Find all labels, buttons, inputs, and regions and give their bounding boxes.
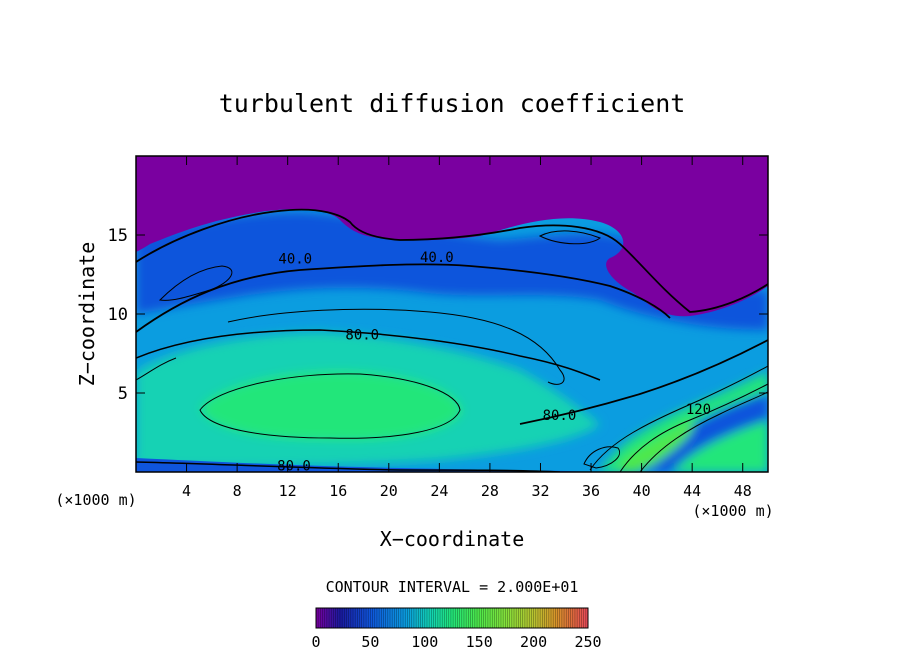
contour-line [589,365,768,471]
contour-interval-text: CONTOUR INTERVAL = 2.000E+01 [326,578,579,596]
y-tick-label: 10 [108,305,128,325]
x-tick-label: 24 [430,482,448,500]
x-tick-label: 12 [279,482,297,500]
contour-label: 80.0 [277,459,311,475]
x-tick-label: 16 [329,482,347,500]
x-axis-label: X−coordinate [380,527,525,551]
x-tick-label: 44 [683,482,701,500]
field-bottom-strip [136,458,600,472]
colorbar-ticks: 0 50 100 150 200 250 [311,633,601,651]
x-tick-label: 48 [734,482,752,500]
y-tick-label: 15 [108,226,128,246]
colorbar-tick-label: 150 [466,633,493,651]
contour-label: 40.0 [420,250,454,266]
contour-lines [136,208,768,472]
contour-line [227,308,565,385]
contour-line [136,208,768,313]
x-tick-label: 32 [531,482,549,500]
contour-line [199,373,461,439]
colorbar-stripes [317,608,587,628]
field-hotspot [620,420,694,472]
contour-label: 80.0 [543,408,577,424]
colorbar-tick-label: 0 [311,633,320,651]
x-axis: 4 8 12 16 20 24 28 32 36 40 44 48 [182,156,752,500]
contour-line [538,230,601,245]
contour-label: 40.0 [278,252,312,268]
field-top-purple [136,156,768,317]
field-bright-green [200,371,462,441]
field-upper-blue-band [136,212,768,330]
contour-line [136,263,671,333]
x-tick-label: 36 [582,482,600,500]
contour-label: 80.0 [345,328,379,344]
contour-line [136,329,601,381]
contour-line [519,339,768,425]
x-tick-label: 28 [481,482,499,500]
colorbar-gradient [315,607,589,629]
colorbar-tick-label: 100 [411,633,438,651]
x-tick-label: 4 [182,482,191,500]
x-unit-right: (×1000 m) [692,502,773,520]
contour-label: 120 [686,402,711,418]
contour-line [136,461,561,472]
y-tick-label: 5 [118,384,128,404]
x-tick-label: 20 [380,482,398,500]
x-tick-label: 40 [633,482,651,500]
contour-line [619,383,768,472]
colorbar: 0 50 100 150 200 250 [311,607,602,651]
y-axis: 5 10 15 [108,226,768,404]
colorbar-tick-label: 250 [574,633,601,651]
contour-line [583,446,620,469]
contour-labels: 40.0 40.0 80.0 80.0 80.0 120 [277,250,711,475]
colorbar-tick-label: 50 [361,633,379,651]
colorbar-tick-label: 200 [520,633,547,651]
field-right-dark-streak [640,392,768,472]
chart-title: turbulent diffusion coefficient [219,89,686,118]
x-unit-left: (×1000 m) [55,491,136,509]
contour-line [639,391,768,472]
x-tick-label: 8 [233,482,242,500]
contour-line [158,265,233,301]
contour-line [136,357,177,381]
y-axis-label: Z−coordinate [75,242,99,387]
